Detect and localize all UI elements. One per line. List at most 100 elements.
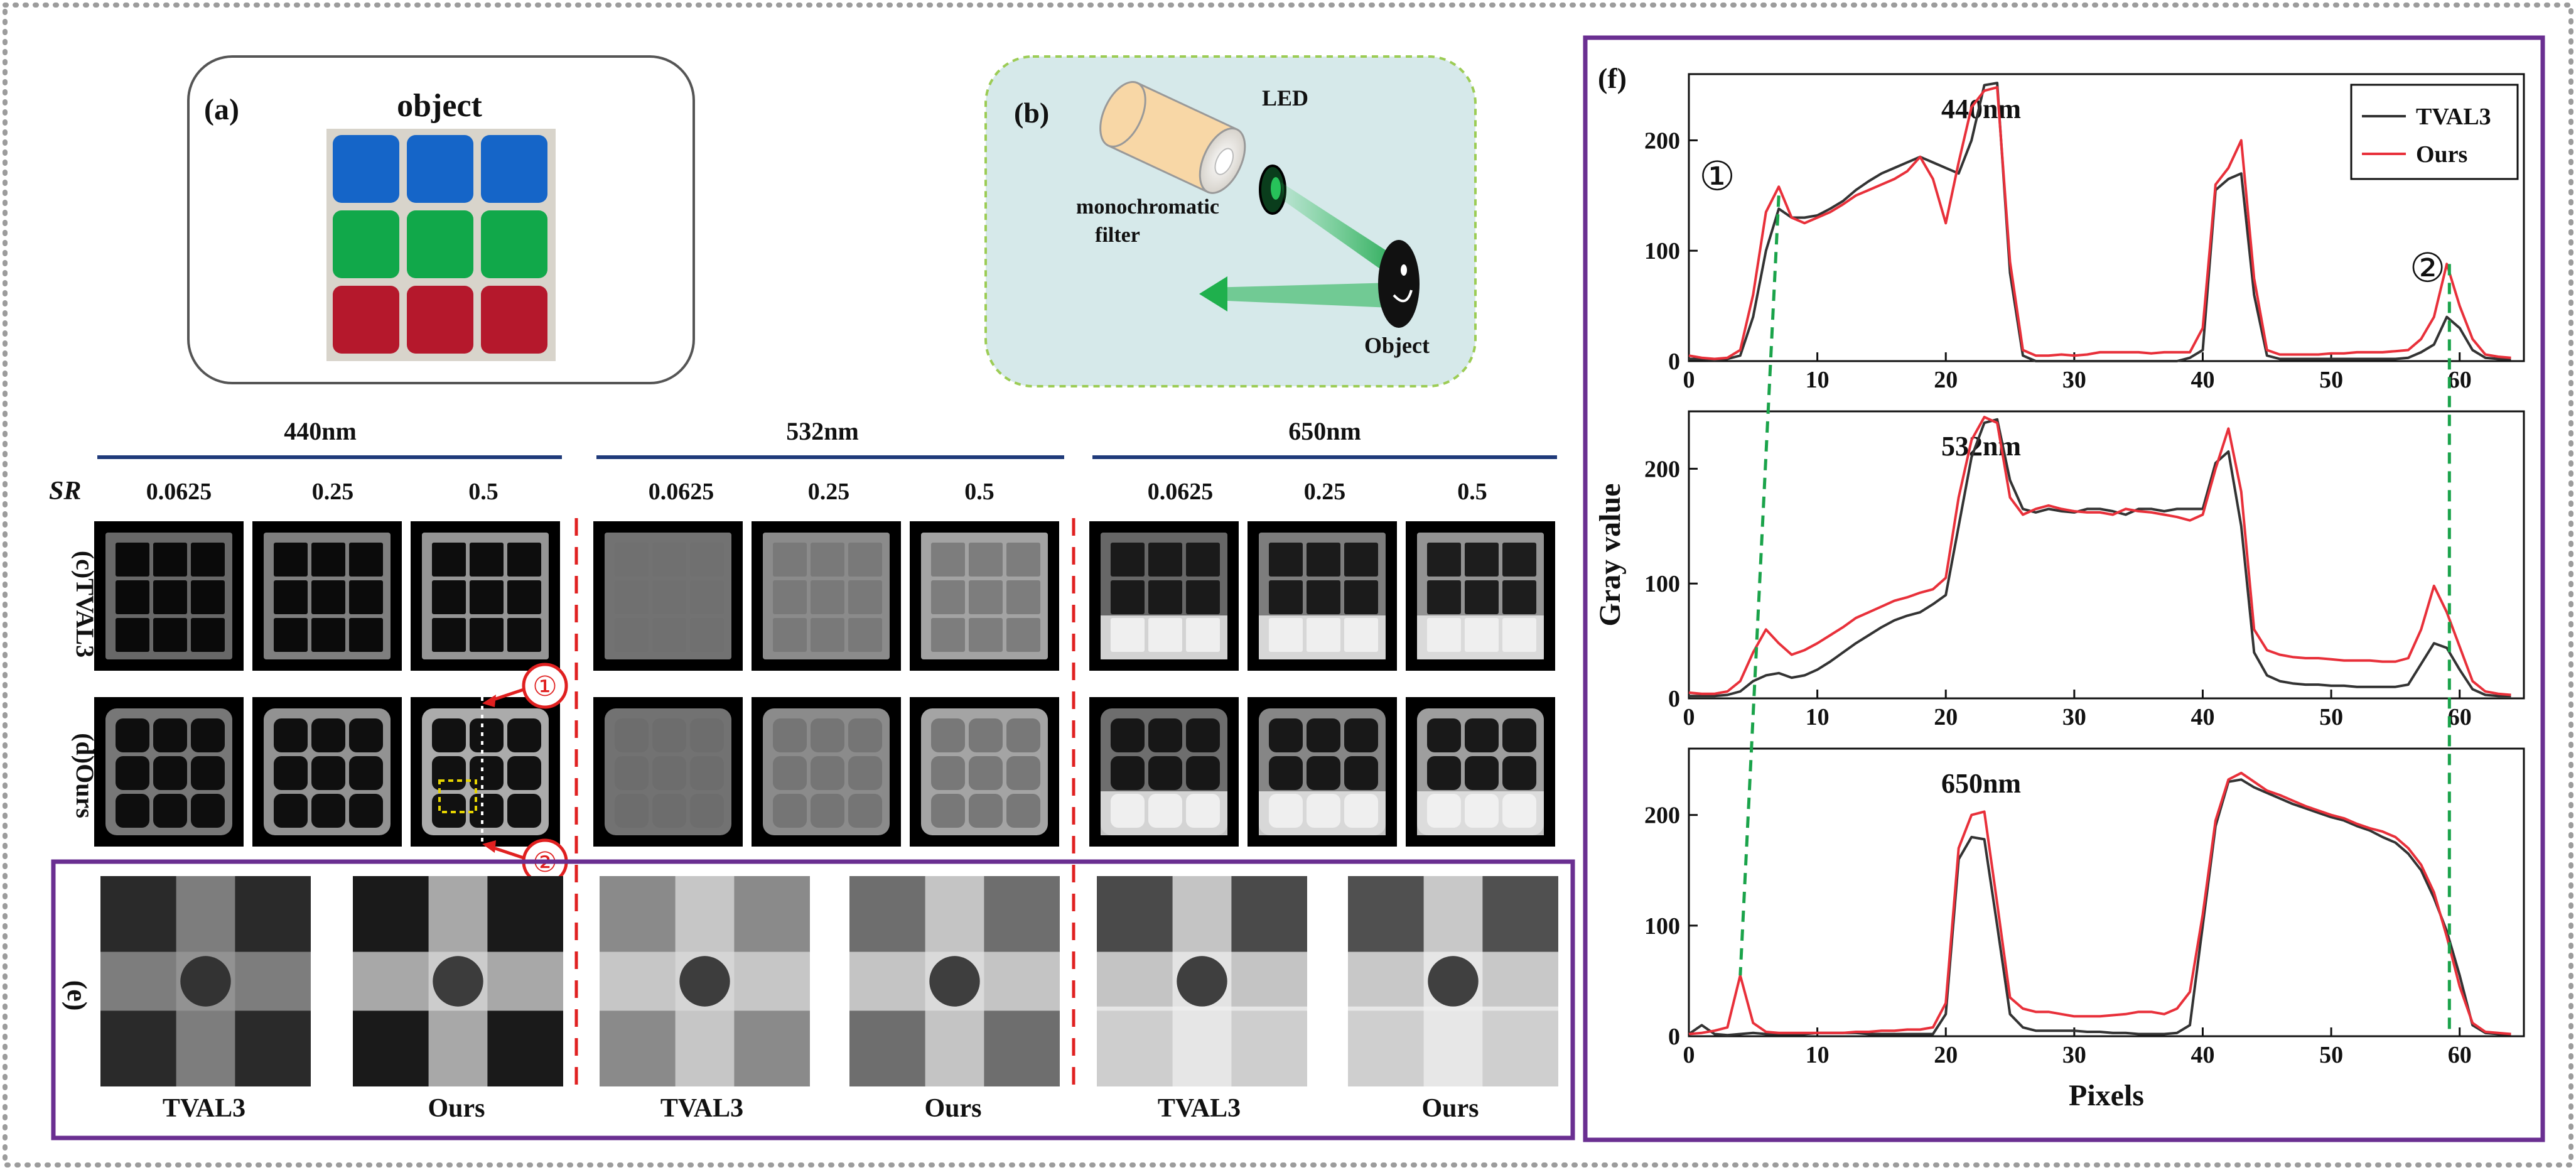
y-tick-label: 0 bbox=[1668, 1024, 1680, 1050]
x-tick-label: 30 bbox=[2062, 1042, 2086, 1068]
recon-image bbox=[252, 521, 402, 671]
recon-image bbox=[1248, 521, 1397, 671]
legend-entry: Ours bbox=[2416, 141, 2467, 168]
recon-image bbox=[252, 697, 402, 847]
object-label: Object bbox=[1364, 333, 1430, 358]
filter-label-2: filter bbox=[1095, 224, 1140, 247]
x-tick-label: 40 bbox=[2191, 367, 2214, 393]
recon-image bbox=[1406, 697, 1555, 847]
y-tick-label: 200 bbox=[1644, 456, 1680, 482]
cube-tile bbox=[407, 135, 473, 203]
marker-2-arrowhead bbox=[482, 840, 496, 853]
sr-440-0: 0.0625 bbox=[146, 479, 212, 505]
object-icon bbox=[1378, 240, 1420, 328]
series-line-tval3 bbox=[1688, 778, 2511, 1037]
x-tick-label: 50 bbox=[2319, 367, 2343, 393]
panel-b: (b) LED monochromatic filter Object bbox=[984, 55, 1477, 387]
recon-image bbox=[910, 697, 1059, 847]
guide-line-1 bbox=[1738, 195, 1781, 976]
cube-tile bbox=[481, 286, 547, 354]
recon-image bbox=[94, 697, 244, 847]
panel-f-label: (f) bbox=[1598, 62, 1627, 94]
cube-tile bbox=[407, 210, 473, 278]
panel-a-title: object bbox=[397, 88, 482, 124]
zoom-region-box bbox=[438, 779, 477, 813]
beam-out-arrow bbox=[1199, 276, 1227, 311]
legend-entry: TVAL3 bbox=[2416, 104, 2491, 130]
y-tick-label: 0 bbox=[1668, 686, 1680, 712]
zoom-image bbox=[1097, 876, 1307, 1086]
zoom-image bbox=[100, 876, 311, 1086]
beam-in bbox=[1281, 182, 1397, 276]
wavelength-header-650: 650nm bbox=[1288, 417, 1361, 445]
sr-532-1: 0.25 bbox=[808, 479, 850, 505]
line-chart-650nm: 0 10 20 30 40 50 60 0 100 200 650nm Pixels bbox=[1644, 747, 2525, 1112]
x-tick-label: 20 bbox=[1934, 367, 1958, 393]
recon-image bbox=[411, 697, 560, 847]
cube-tile bbox=[407, 286, 473, 354]
zoom-label-0: TVAL3 bbox=[163, 1094, 245, 1123]
series-line-ours bbox=[1688, 771, 2511, 1036]
marker-1-circle bbox=[522, 663, 568, 709]
x-tick-label: 40 bbox=[2191, 1042, 2214, 1068]
cube-tile bbox=[481, 135, 547, 203]
sr-440-1: 0.25 bbox=[312, 479, 354, 505]
zoom-label-5: Ours bbox=[1421, 1094, 1479, 1123]
marker-1-arrowhead bbox=[482, 695, 496, 707]
panel-e-frame bbox=[51, 859, 1575, 1140]
filter-label-1: monochromatic bbox=[1076, 195, 1219, 219]
cube-tile bbox=[333, 286, 399, 354]
object-smile bbox=[1393, 290, 1413, 303]
recon-image bbox=[752, 697, 901, 847]
y-tick-label: 0 bbox=[1668, 349, 1680, 375]
wavelength-header-440: 440nm bbox=[284, 417, 357, 445]
x-tick-label: 60 bbox=[2448, 1042, 2472, 1068]
x-tick-label: 60 bbox=[2448, 704, 2472, 730]
recon-image bbox=[94, 521, 244, 671]
series-line-ours bbox=[1688, 86, 2511, 360]
recon-image bbox=[752, 521, 901, 671]
y-tick-label: 200 bbox=[1644, 803, 1680, 829]
chart-marker-2: ② bbox=[2410, 245, 2445, 291]
line-chart-532nm: 0 10 20 30 40 50 60 0 100 200 532nm Gray value bbox=[1593, 410, 2525, 730]
y-tick-label: 200 bbox=[1644, 127, 1680, 154]
x-tick-label: 0 bbox=[1683, 1042, 1695, 1068]
zoom-image bbox=[1348, 876, 1558, 1086]
zoom-image bbox=[600, 876, 810, 1086]
zoom-label-1: Ours bbox=[428, 1094, 485, 1123]
panel-a: (a) object bbox=[187, 55, 695, 384]
sr-440-2: 0.5 bbox=[468, 479, 498, 505]
recon-image bbox=[593, 521, 743, 671]
sr-label: SR bbox=[49, 477, 81, 506]
recon-image bbox=[593, 697, 743, 847]
zoom-label-3: Ours bbox=[924, 1094, 981, 1123]
x-tick-label: 10 bbox=[1806, 367, 1830, 393]
chart-marker-1: ① bbox=[1699, 154, 1735, 200]
recon-image bbox=[1089, 697, 1239, 847]
reconstruction-grid bbox=[94, 521, 1555, 847]
panel-f-frame bbox=[1583, 35, 2545, 1142]
beam-out bbox=[1209, 283, 1394, 308]
x-tick-label: 60 bbox=[2448, 367, 2472, 393]
zoom-image bbox=[849, 876, 1060, 1086]
zoom-labels: TVAL3 Ours TVAL3 Ours TVAL3 Ours bbox=[163, 1094, 1479, 1123]
zoom-label-4: TVAL3 bbox=[1158, 1094, 1241, 1123]
x-tick-label: 20 bbox=[1934, 704, 1958, 730]
led-label: LED bbox=[1262, 85, 1308, 111]
legend: TVAL3 Ours bbox=[2350, 84, 2519, 180]
cube-tile bbox=[333, 210, 399, 278]
zoom-image bbox=[353, 876, 563, 1086]
y-tick-label: 100 bbox=[1644, 238, 1680, 264]
object-eye bbox=[1401, 264, 1407, 276]
sr-row: SR 0.0625 0.25 0.5 0.0625 0.25 0.5 0.062… bbox=[49, 477, 1487, 506]
chart-title: 532nm bbox=[1941, 431, 2021, 462]
marker-2-arrow bbox=[489, 845, 524, 860]
panel-e-label: (e) bbox=[62, 980, 92, 1011]
panel-a-label: (a) bbox=[204, 93, 239, 126]
recon-image bbox=[1406, 521, 1555, 671]
recon-image bbox=[1248, 697, 1397, 847]
zoom-label-2: TVAL3 bbox=[660, 1094, 743, 1123]
led-icon bbox=[1099, 81, 1246, 194]
